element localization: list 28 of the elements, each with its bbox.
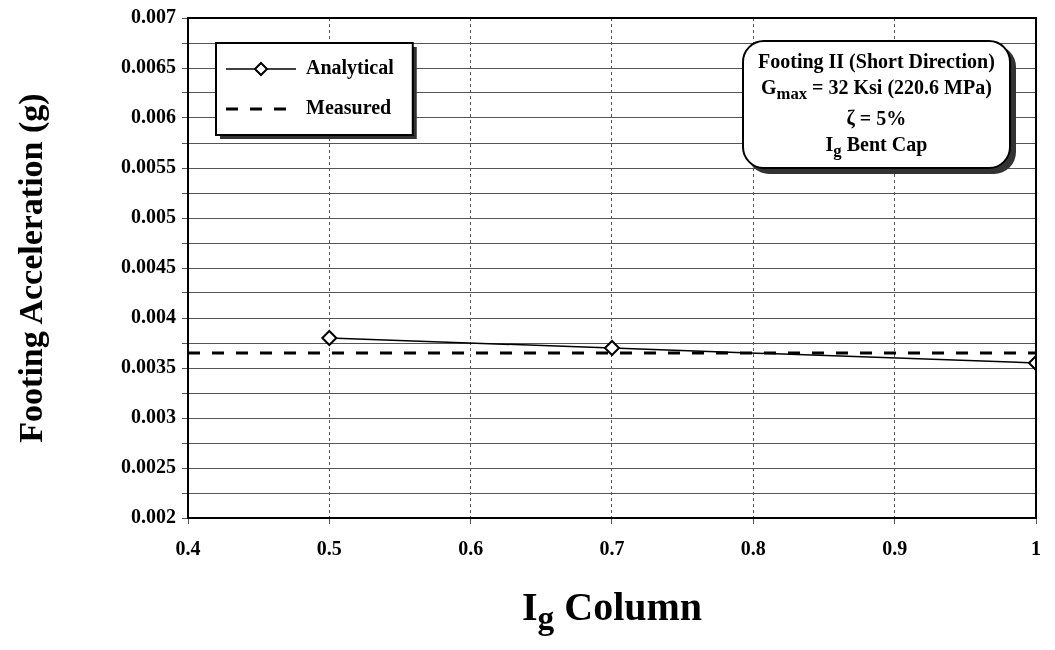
- y-tick-label: 0.005: [131, 205, 176, 228]
- x-tick-label: 1: [1031, 537, 1041, 560]
- legend-label: Analytical: [306, 56, 395, 80]
- y-tick-label: 0.0025: [121, 455, 176, 478]
- annotation: G$_{max}$ = 32 Ksi (220.6 MPa): [760, 75, 993, 105]
- x-tick-label: 0.8: [740, 537, 766, 560]
- y-axis-title: Footing Acceleration (g): [11, 93, 50, 443]
- y-tick-label: 0.0055: [121, 155, 176, 178]
- annotation: I$_{g}$ Bent Cap: [824, 131, 929, 162]
- x-tick-label: 0.5: [316, 537, 342, 560]
- point: [604, 340, 620, 356]
- x-tick-label: 0.4: [175, 537, 201, 560]
- x-axis-title: I$_{g}$ Column: [522, 583, 703, 637]
- y-tick-label: 0.004: [131, 305, 176, 328]
- y-tick-label: 0.007: [131, 5, 176, 28]
- y-tick-label: 0.0045: [121, 255, 176, 278]
- y-tick-label: 0.003: [131, 405, 176, 428]
- x-tick-label: 0.7: [599, 537, 625, 560]
- point: [321, 330, 338, 346]
- y-tick-label: 0.0065: [121, 55, 176, 78]
- annotation: ζ = 5%: [845, 105, 908, 131]
- y-tick-label: 0.006: [131, 105, 176, 128]
- x-tick-label: 0.9: [882, 537, 908, 560]
- annotation: Footing II (Short Direction): [758, 49, 995, 74]
- legend-label: Measured: [306, 96, 392, 119]
- y-tick-label: 0.002: [131, 505, 176, 528]
- y-tick-label: 0.0035: [121, 355, 176, 378]
- x-tick-label: 0.6: [458, 537, 484, 560]
